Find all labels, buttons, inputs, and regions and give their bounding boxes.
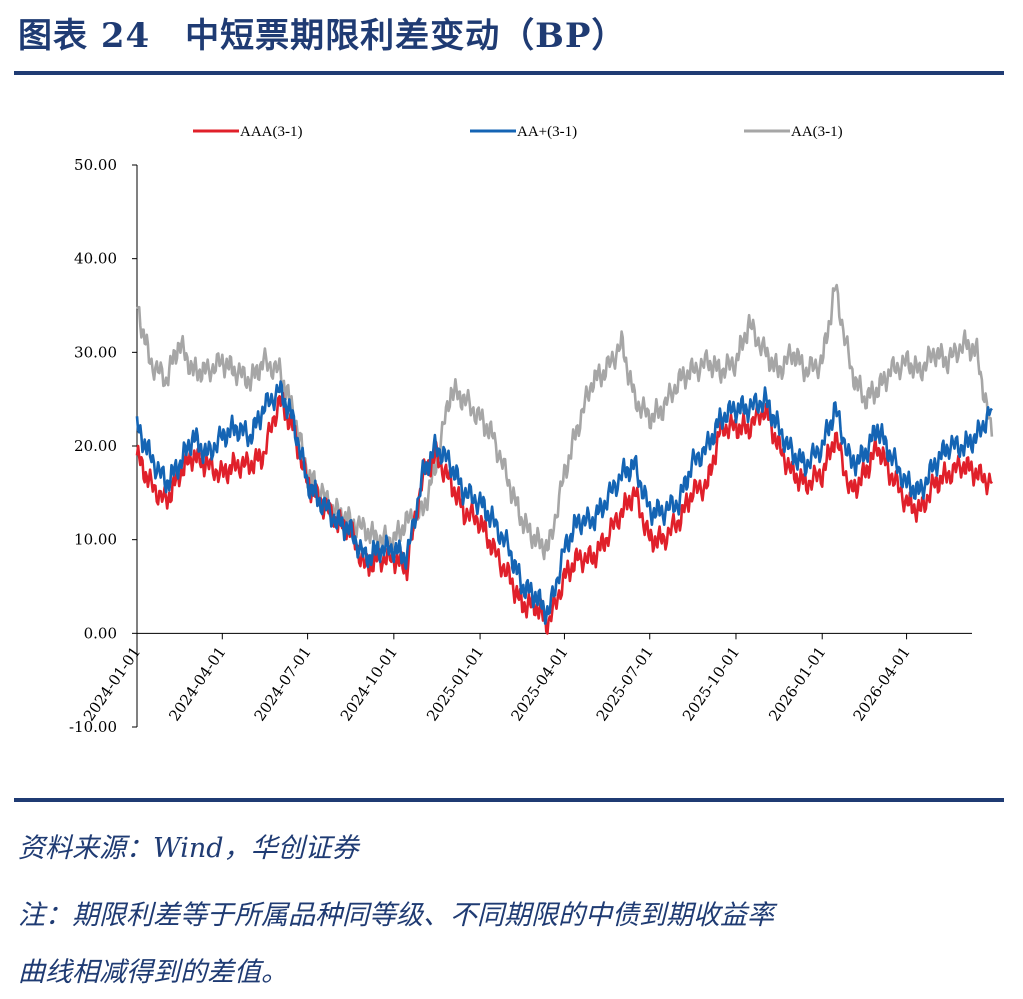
y-tick-label: 20.00 [74,437,117,455]
chart-legend: AAA(3-1) AA+(3-1) AA(3-1) [193,124,843,140]
x-tick-label: 2025-01-01 [423,643,487,724]
x-tick-label: 2024-10-01 [337,643,401,724]
x-tick-label: 2025-04-01 [507,643,571,724]
footnote-line-1: 注：期限利差等于所属品种同等级、不同期限的中债到期收益率 [18,900,774,931]
legend-label: AAA(3-1) [240,124,302,140]
y-tick-label: 0.00 [84,624,117,642]
series-group [135,283,994,635]
y-tick-label: -10.00 [69,718,117,736]
x-tick-label: 2026-04-01 [850,643,914,724]
page-title: 图表 24 中短票期限利差变动（BP） [18,16,627,56]
line-chart: AAA(3-1) AA+(3-1) AA(3-1) 50.00 40.00 30.00 2… [69,124,994,736]
legend-label: AA(3-1) [791,124,843,140]
series-line-1 [135,391,994,635]
footer-divider [14,798,1004,802]
source-note: 资料来源：Wind，华创证券 [18,833,359,864]
x-tick-label: 2026-01-01 [765,643,829,724]
x-tick-label: 2025-07-01 [593,643,657,724]
y-axis: 50.00 40.00 30.00 20.00 10.00 0.00 -10.00 [69,156,138,736]
series-line-3 [135,283,994,561]
y-tick-label: 40.00 [74,250,117,268]
x-axis: 2024-01-01 2024-04-01 2024-07-01 2024-10-01… [80,632,972,724]
y-tick-label: 30.00 [74,343,117,361]
x-tick-label: 2024-01-01 [80,643,144,724]
x-tick-label: 2024-07-01 [251,643,315,724]
series-line-2 [135,380,993,625]
x-tick-label: 2025-10-01 [679,643,743,724]
y-tick-label: 10.00 [74,531,117,549]
header-divider [14,71,1004,75]
x-tick-label: 2024-04-01 [165,643,229,724]
footnote-line-2: 曲线相减得到的差值。 [18,957,288,988]
legend-label: AA+(3-1) [517,124,577,140]
y-tick-label: 50.00 [74,156,117,174]
